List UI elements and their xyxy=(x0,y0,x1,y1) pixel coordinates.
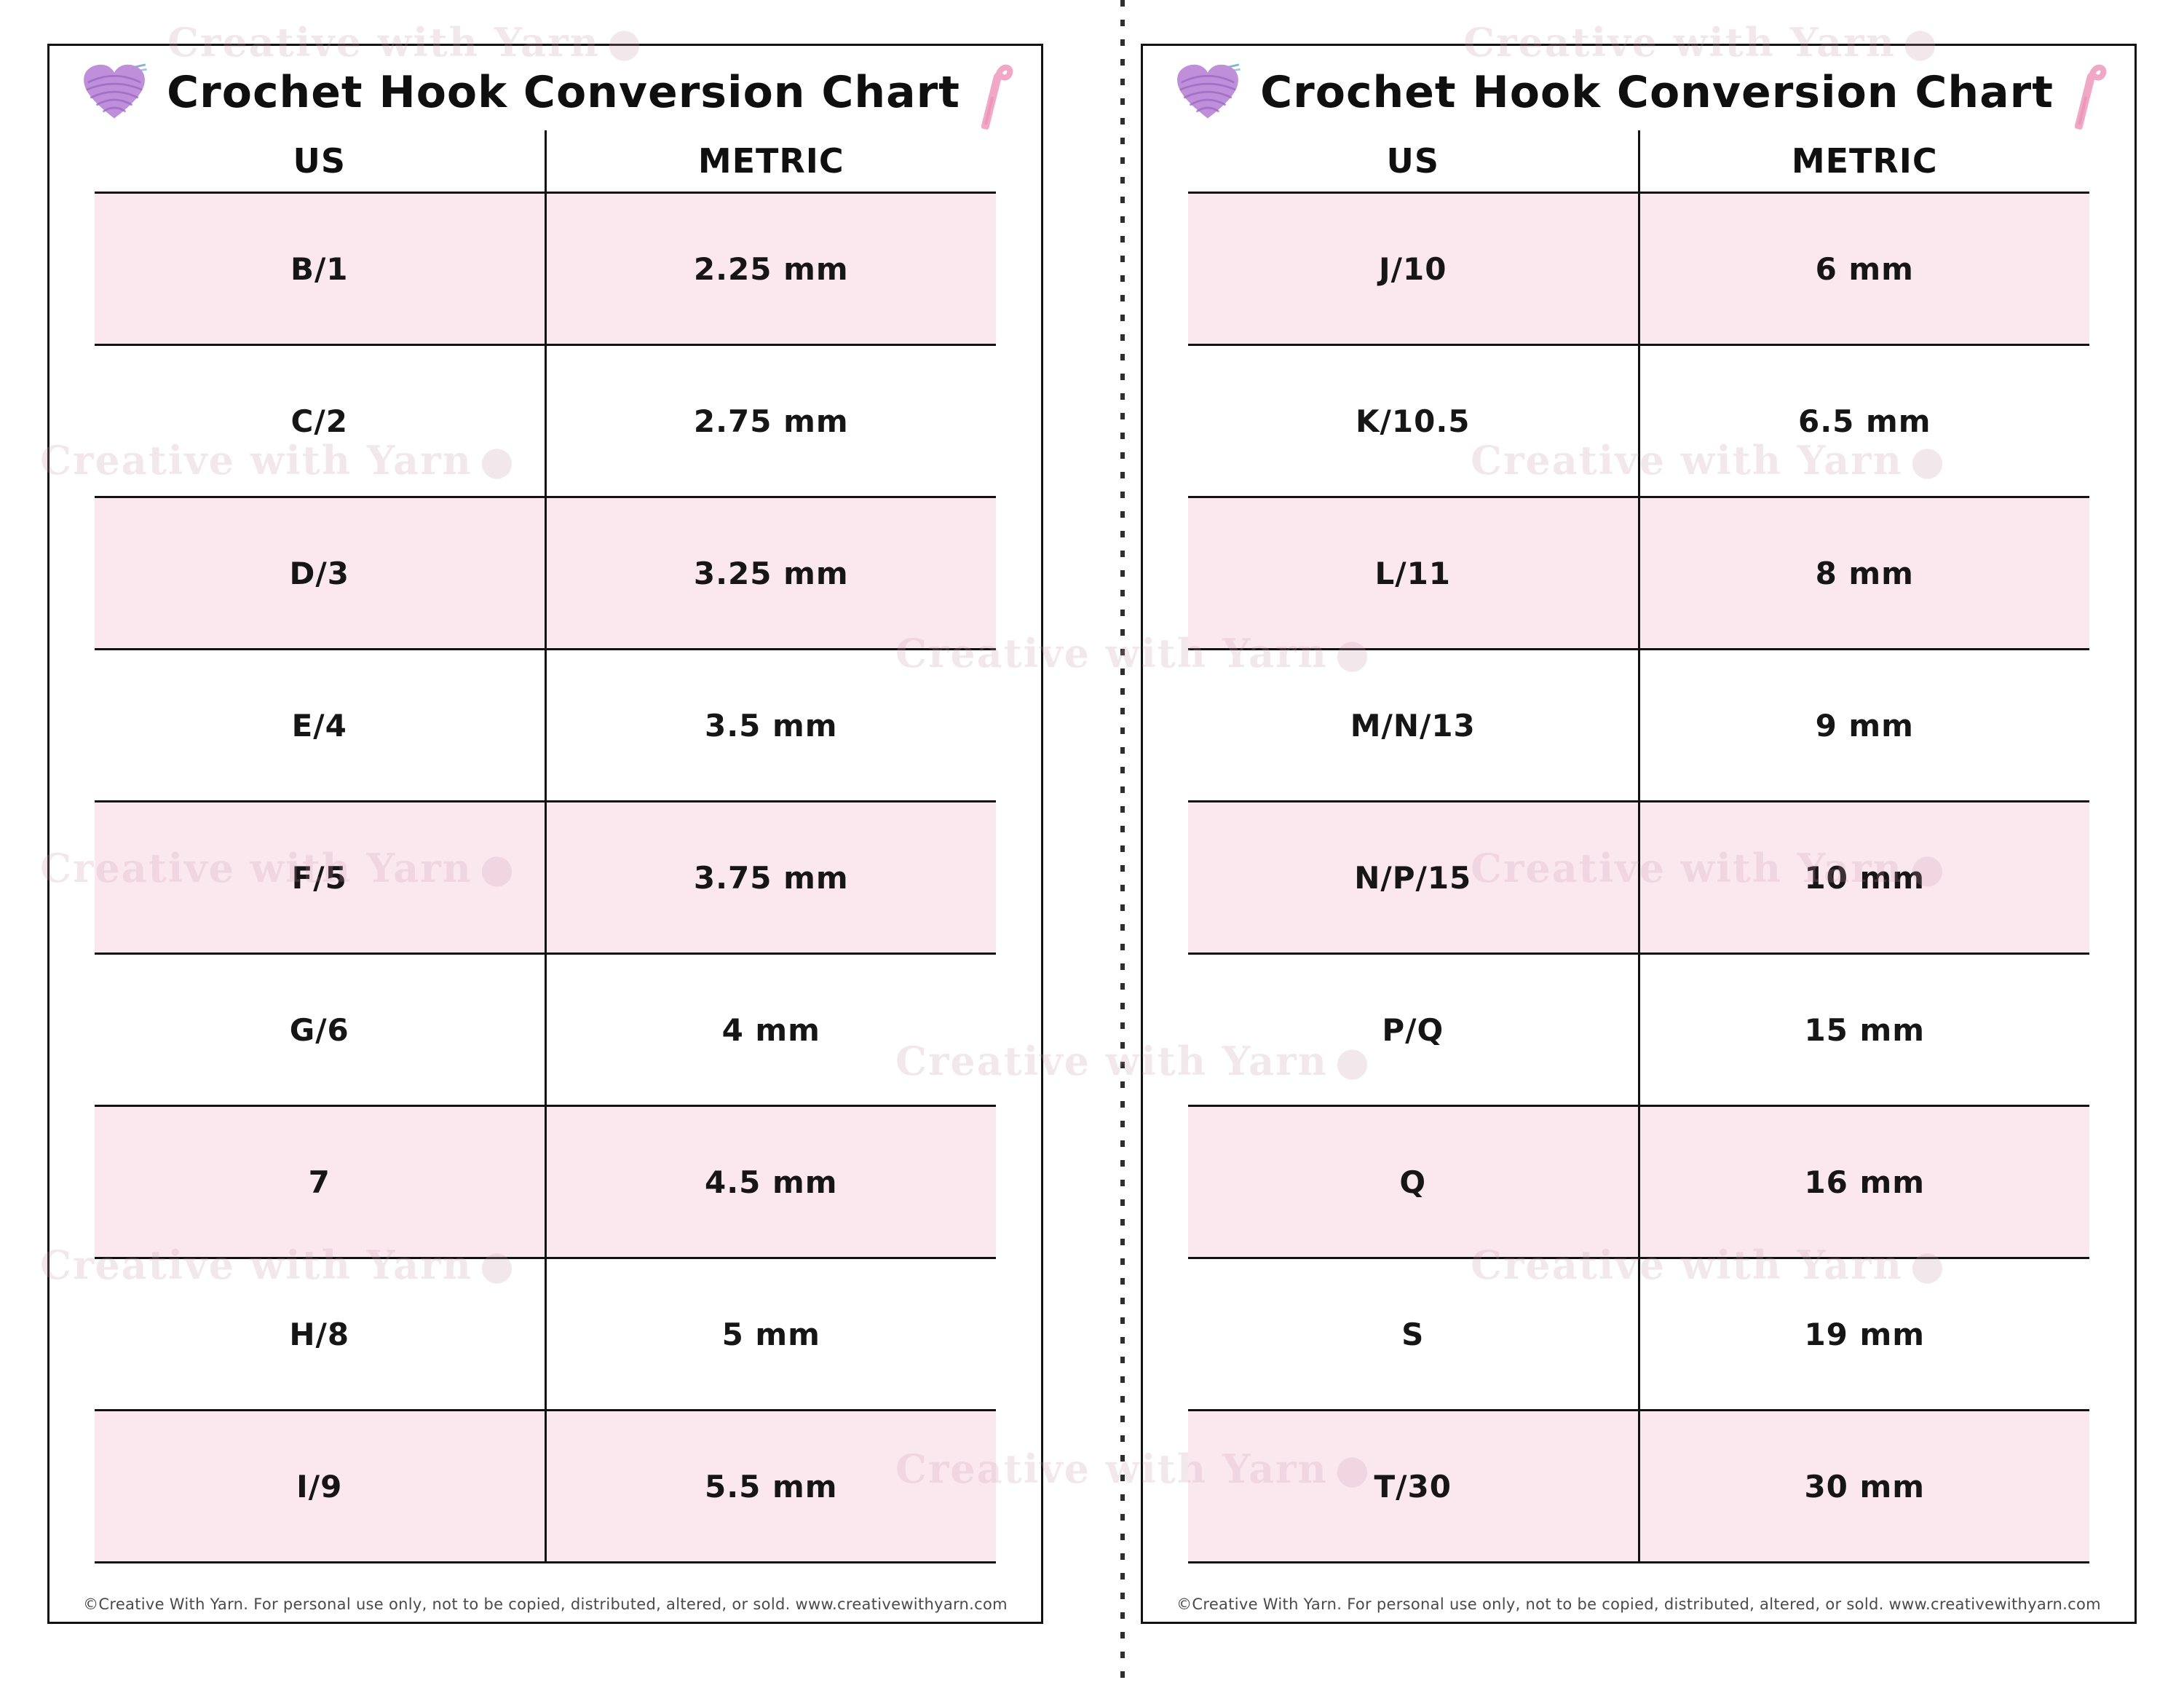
table-row: N/P/15 10 mm xyxy=(1188,800,2089,953)
metric-size-cell: 6 mm xyxy=(1815,251,1914,287)
table-header-row: US METRIC xyxy=(95,130,996,192)
conversion-table: US METRIC J/10 6 mm K/10.5 6.5 mm L/11 8 mm… xyxy=(1188,130,2089,1563)
metric-size-cell: 5.5 mm xyxy=(704,1468,838,1504)
metric-column-header: METRIC xyxy=(697,141,844,181)
table-row: F/5 3.75 mm xyxy=(95,800,996,953)
us-size-cell: P/Q xyxy=(1188,955,1640,1105)
metric-size-cell: 2.25 mm xyxy=(693,251,849,287)
us-size-cell: D/3 xyxy=(95,498,547,648)
metric-size-cell: 2.75 mm xyxy=(693,403,849,439)
us-size-cell: N/P/15 xyxy=(1188,802,1640,953)
copyright-footer: ©Creative With Yarn. For personal use on… xyxy=(1176,1596,2101,1613)
yarn-heart-icon xyxy=(81,63,148,122)
table-row: B/1 2.25 mm xyxy=(95,192,996,344)
title-row: Crochet Hook Conversion Chart xyxy=(50,55,1041,130)
us-size-cell: L/11 xyxy=(1188,498,1640,648)
table-header-row: US METRIC xyxy=(1188,130,2089,192)
metric-size-cell: 3.25 mm xyxy=(693,555,849,591)
table-row: E/4 3.5 mm xyxy=(95,648,996,800)
us-size-cell: F/5 xyxy=(95,802,547,953)
table-row: C/2 2.75 mm xyxy=(95,344,996,496)
crochet-hook-icon xyxy=(2073,55,2107,130)
us-size-cell: T/30 xyxy=(1188,1411,1640,1561)
metric-size-cell: 9 mm xyxy=(1815,707,1914,744)
table-row: M/N/13 9 mm xyxy=(1188,648,2089,800)
metric-size-cell: 6.5 mm xyxy=(1797,403,1931,439)
metric-size-cell: 5 mm xyxy=(721,1316,820,1352)
us-size-cell: Q xyxy=(1188,1107,1640,1257)
table-row: T/30 30 mm xyxy=(1188,1409,2089,1563)
table-row: S 19 mm xyxy=(1188,1257,2089,1409)
metric-size-cell: 16 mm xyxy=(1804,1164,1926,1200)
table-body: J/10 6 mm K/10.5 6.5 mm L/11 8 mm M/N/13 9 m… xyxy=(1188,192,2089,1563)
metric-size-cell: 19 mm xyxy=(1804,1316,1926,1352)
us-size-cell: H/8 xyxy=(95,1259,547,1409)
page-title: Crochet Hook Conversion Chart xyxy=(167,67,960,118)
us-size-cell: M/N/13 xyxy=(1188,650,1640,800)
panel-left: Crochet Hook Conversion Chart US METRIC … xyxy=(47,44,1043,1624)
us-size-cell: S xyxy=(1188,1259,1640,1409)
us-size-cell: E/4 xyxy=(95,650,547,800)
panel-right: Crochet Hook Conversion Chart US METRIC … xyxy=(1141,44,2137,1624)
table-row: P/Q 15 mm xyxy=(1188,953,2089,1105)
us-size-cell: 7 xyxy=(95,1107,547,1257)
us-size-cell: K/10.5 xyxy=(1188,346,1640,496)
table-row: D/3 3.25 mm xyxy=(95,496,996,648)
table-row: I/9 5.5 mm xyxy=(95,1409,996,1563)
table-body: B/1 2.25 mm C/2 2.75 mm D/3 3.25 mm E/4 3.5 … xyxy=(95,192,996,1563)
table-row: G/6 4 mm xyxy=(95,953,996,1105)
metric-size-cell: 15 mm xyxy=(1804,1011,1926,1048)
us-size-cell: J/10 xyxy=(1188,194,1640,344)
metric-size-cell: 8 mm xyxy=(1815,555,1914,591)
table-row: Q 16 mm xyxy=(1188,1105,2089,1257)
us-size-cell: B/1 xyxy=(95,194,547,344)
panel-border-box: Crochet Hook Conversion Chart US METRIC … xyxy=(1141,44,2137,1624)
metric-size-cell: 10 mm xyxy=(1804,859,1926,896)
conversion-table: US METRIC B/1 2.25 mm C/2 2.75 mm D/3 3.25 … xyxy=(95,130,996,1563)
metric-size-cell: 4 mm xyxy=(721,1011,820,1048)
metric-size-cell: 3.75 mm xyxy=(693,859,849,896)
us-column-header: US xyxy=(1188,130,1640,192)
page-title: Crochet Hook Conversion Chart xyxy=(1260,67,2054,118)
us-column-header: US xyxy=(95,130,547,192)
page-divider xyxy=(1120,0,1125,1688)
panel-border-box: Crochet Hook Conversion Chart US METRIC … xyxy=(47,44,1043,1624)
metric-size-cell: 4.5 mm xyxy=(704,1164,838,1200)
title-row: Crochet Hook Conversion Chart xyxy=(1143,55,2134,130)
us-size-cell: G/6 xyxy=(95,955,547,1105)
table-row: 7 4.5 mm xyxy=(95,1105,996,1257)
metric-size-cell: 3.5 mm xyxy=(704,707,838,744)
table-row: J/10 6 mm xyxy=(1188,192,2089,344)
us-size-cell: I/9 xyxy=(95,1411,547,1561)
us-size-cell: C/2 xyxy=(95,346,547,496)
crochet-hook-icon xyxy=(979,55,1013,130)
metric-size-cell: 30 mm xyxy=(1804,1468,1926,1504)
copyright-footer: ©Creative With Yarn. For personal use on… xyxy=(83,1596,1008,1613)
metric-column-header: METRIC xyxy=(1791,141,1938,181)
yarn-heart-icon xyxy=(1174,63,1241,122)
table-row: H/8 5 mm xyxy=(95,1257,996,1409)
table-row: K/10.5 6.5 mm xyxy=(1188,344,2089,496)
table-row: L/11 8 mm xyxy=(1188,496,2089,648)
